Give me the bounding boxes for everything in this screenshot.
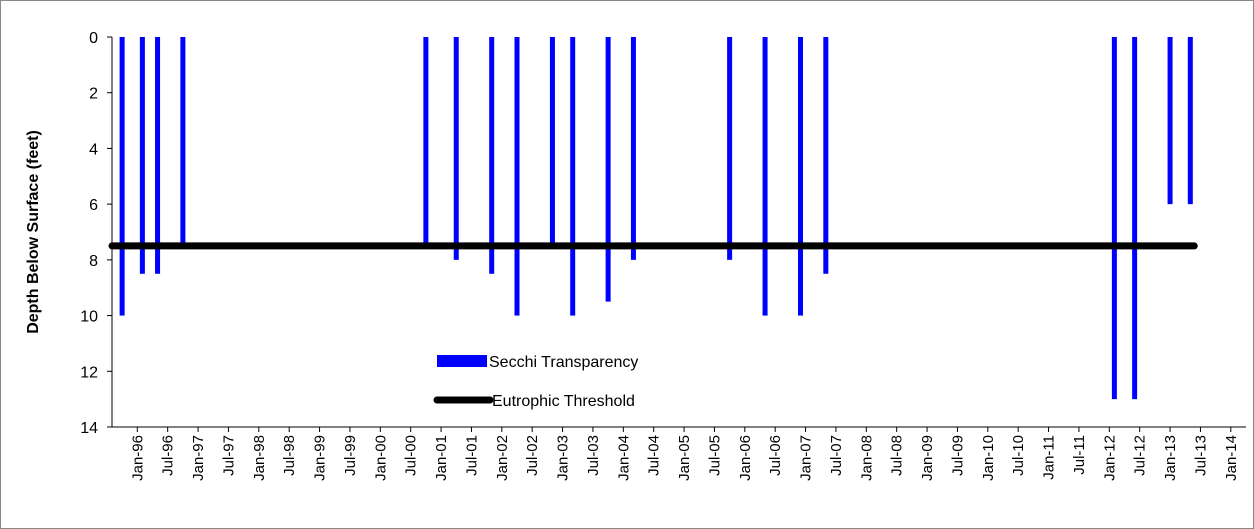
x-tick-label: Jul-96 [160,435,177,476]
y-tick-label: 8 [89,253,98,270]
y-tick-label: 4 [89,141,98,158]
x-tick-label: Jul-97 [220,435,237,476]
bar [570,37,576,316]
x-tick-label: Jul-02 [524,435,541,476]
x-tick-label: Jul-99 [342,435,359,476]
bar [139,37,145,274]
bar [630,37,636,260]
x-tick-label: Jul-06 [767,435,784,476]
bar [762,37,768,316]
bar [1132,37,1138,400]
x-tick-label: Jul-12 [1132,435,1149,476]
y-axis-title: Depth Below Surface (feet) [25,130,42,334]
x-tick-label: Jan-98 [251,435,268,481]
bar [489,37,495,274]
x-tick-label: Jan-01 [433,435,450,481]
bar [549,37,555,246]
x-tick-label: Jan-96 [129,435,146,481]
x-tick-label: Jul-10 [1010,435,1027,476]
bar [514,37,520,316]
bar [180,37,186,246]
x-tick-label: Jul-09 [949,435,966,476]
x-tick-label: Jan-14 [1223,435,1240,481]
x-tick-label: Jan-09 [919,435,936,481]
x-tick-label: Jan-07 [798,435,815,481]
y-tick-label: 10 [80,309,98,326]
x-tick-label: Jul-07 [828,435,845,476]
bar [423,37,429,246]
bar [155,37,161,274]
bar [823,37,829,274]
x-tick-label: Jul-08 [889,435,906,476]
bar [453,37,459,260]
y-tick-label: 0 [89,30,98,47]
bar [1111,37,1117,400]
bar [605,37,611,302]
legend-label: Secchi Transparency [489,354,638,371]
x-tick-label: Jan-04 [615,435,632,481]
legend-label: Eutrophic Threshold [492,393,635,410]
y-tick-label: 14 [80,420,98,437]
bar [119,37,125,316]
x-tick-label: Jan-02 [494,435,511,481]
bar [727,37,733,260]
bar [1187,37,1193,205]
bar [798,37,803,316]
x-tick-label: Jul-00 [403,435,420,476]
x-tick-label: Jan-05 [676,435,693,481]
x-tick-label: Jul-05 [706,435,723,476]
x-tick-label: Jan-13 [1162,435,1179,481]
x-tick-label: Jul-13 [1192,435,1209,476]
x-tick-label: Jul-04 [646,435,663,476]
y-tick-label: 2 [89,86,98,103]
x-tick-label: Jan-97 [190,435,207,481]
bar [1167,37,1173,205]
x-tick-label: Jan-06 [737,435,754,481]
x-tick-label: Jul-98 [281,435,298,476]
x-tick-label: Jul-03 [585,435,602,476]
x-tick-label: Jan-11 [1041,435,1058,480]
x-tick-label: Jan-99 [312,435,329,481]
legend-swatch [437,355,487,367]
x-tick-label: Jan-00 [372,435,389,481]
x-tick-label: Jan-08 [858,435,875,481]
y-tick-label: 6 [89,197,98,214]
x-tick-label: Jul-01 [463,435,480,476]
x-tick-label: Jul-11 [1071,435,1088,475]
y-tick-label: 12 [80,364,98,381]
x-tick-label: Jan-03 [555,435,572,481]
x-tick-label: Jan-10 [980,435,997,481]
x-tick-label: Jan-12 [1101,435,1118,481]
